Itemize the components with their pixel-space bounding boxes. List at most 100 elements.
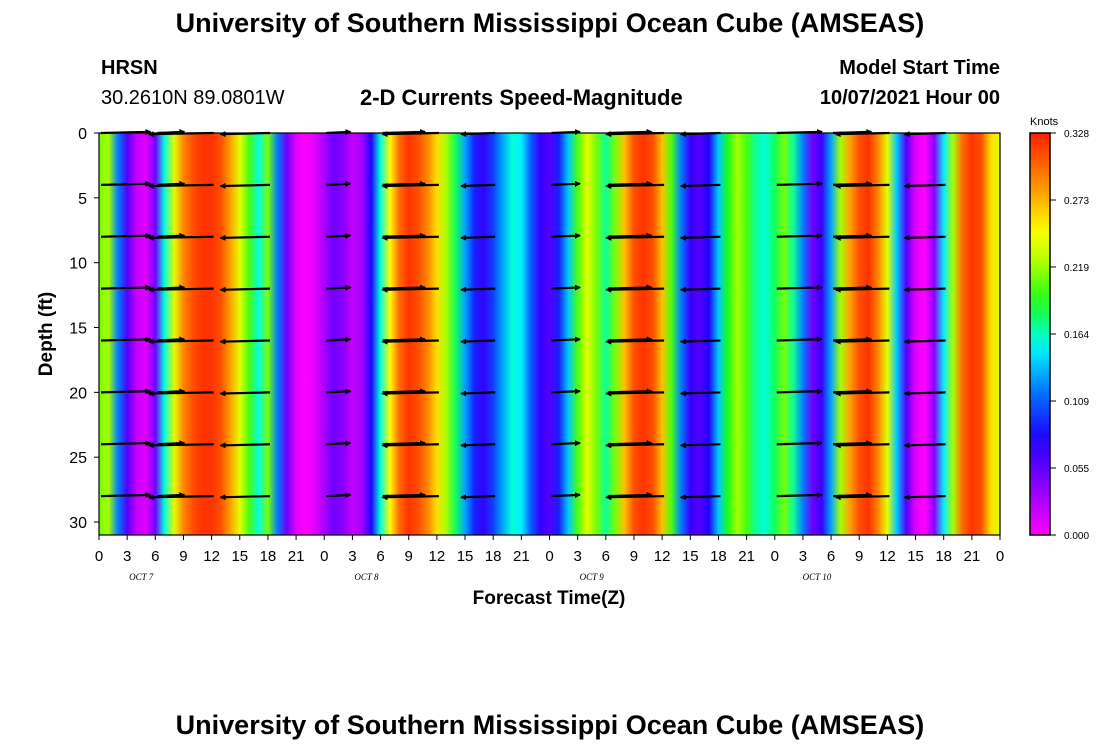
- y-tick-label: 25: [69, 450, 87, 467]
- current-vector: [605, 286, 665, 293]
- y-tick-label: 10: [69, 256, 87, 273]
- current-vector: [834, 338, 890, 345]
- current-vector: [382, 492, 427, 499]
- current-vector: [776, 440, 823, 447]
- plot-title: 2-D Currents Speed-Magnitude: [360, 85, 683, 110]
- current-vector: [100, 232, 152, 239]
- current-vector: [147, 338, 214, 345]
- day-label: OCT 10: [803, 572, 832, 582]
- x-tick-label: 9: [405, 548, 413, 565]
- current-vector: [219, 182, 270, 189]
- current-vector: [382, 180, 427, 187]
- current-vector: [326, 180, 352, 187]
- colorbar-unit: Knots: [1030, 116, 1059, 128]
- current-vector: [460, 442, 496, 449]
- current-vector: [834, 442, 890, 449]
- day-label: OCT 7: [129, 572, 154, 582]
- current-vector: [679, 494, 721, 501]
- current-vector: [551, 232, 581, 239]
- x-tick-label: 6: [827, 548, 835, 565]
- y-axis: 0 5 10 15 20 25 30: [69, 126, 99, 532]
- x-tick-label: 0: [771, 548, 779, 565]
- current-vector: [903, 286, 946, 293]
- x-tick-label: 12: [879, 548, 896, 565]
- current-vector: [776, 336, 823, 343]
- current-vector: [157, 492, 186, 499]
- current-vector: [460, 390, 496, 397]
- current-vector: [679, 234, 721, 241]
- current-vector: [903, 494, 946, 501]
- current-vector: [903, 182, 946, 189]
- current-vector: [381, 182, 439, 189]
- colorbar-ticks: 0.000 0.055 0.109 0.164 0.219 0.273 0.328: [1050, 129, 1089, 542]
- current-vector: [381, 338, 439, 345]
- current-vector: [605, 182, 665, 189]
- x-tick-label: 6: [376, 548, 384, 565]
- current-vector: [381, 390, 439, 397]
- current-vector: [326, 232, 352, 239]
- x-tick-label: 12: [654, 548, 671, 565]
- current-vector: [100, 440, 152, 447]
- y-tick-label: 20: [69, 385, 87, 402]
- current-vector: [219, 234, 270, 241]
- current-vector: [147, 182, 214, 189]
- current-vector: [381, 442, 439, 449]
- x-tick-label: 21: [288, 548, 305, 565]
- current-vector: [605, 234, 665, 241]
- current-vector: [776, 388, 823, 395]
- current-vector: [903, 390, 946, 397]
- current-vector: [382, 388, 427, 395]
- current-vector: [219, 442, 270, 449]
- current-vector: [147, 390, 214, 397]
- x-tick-label: 9: [179, 548, 187, 565]
- x-axis: 0 3 6 9 12 15 18 21 0 3 6 9 12 15 18 21 0 3 6 9 12 15 18 21 0 3 6 9…: [95, 535, 1004, 582]
- current-vector: [551, 440, 581, 447]
- x-tick-label: 12: [203, 548, 220, 565]
- current-vector: [157, 388, 186, 395]
- current-vector: [381, 286, 439, 293]
- current-vector: [903, 234, 946, 241]
- current-vector: [679, 338, 721, 345]
- current-vector: [382, 440, 427, 447]
- x-tick-label: 6: [151, 548, 159, 565]
- current-vector: [157, 336, 186, 343]
- top-title: University of Southern Mississippi Ocean…: [175, 8, 925, 38]
- x-tick-label: 15: [907, 548, 924, 565]
- current-vector: [147, 286, 214, 293]
- current-vector: [326, 336, 352, 343]
- current-vector: [834, 494, 890, 501]
- current-vector: [147, 234, 214, 241]
- model-start-label: Model Start Time: [839, 57, 1000, 79]
- x-tick-label: 15: [682, 548, 699, 565]
- y-tick-label: 30: [69, 515, 87, 532]
- current-vector: [679, 182, 721, 189]
- colorbar: [1030, 133, 1050, 535]
- current-vector: [605, 338, 665, 345]
- x-tick-label: 21: [513, 548, 530, 565]
- speed-heatmap: [99, 133, 1000, 535]
- x-tick-label: 0: [996, 548, 1004, 565]
- station-name: HRSN: [101, 57, 158, 79]
- current-vector: [607, 180, 653, 187]
- y-axis-label: Depth (ft): [36, 292, 57, 376]
- x-tick-label: 21: [964, 548, 981, 565]
- current-vector: [903, 442, 946, 449]
- current-vector: [100, 180, 152, 187]
- x-tick-label: 0: [320, 548, 328, 565]
- current-vector: [551, 336, 581, 343]
- current-vector: [776, 180, 823, 187]
- current-vector: [157, 284, 186, 291]
- current-vector: [382, 336, 427, 343]
- current-vector: [607, 284, 653, 291]
- current-vector: [147, 442, 214, 449]
- current-vector: [605, 442, 665, 449]
- current-vector: [551, 180, 581, 187]
- current-vector: [834, 234, 890, 241]
- x-tick-label: 9: [630, 548, 638, 565]
- day-label: OCT 8: [354, 572, 379, 582]
- x-tick-label: 15: [457, 548, 474, 565]
- current-vector: [679, 442, 721, 449]
- current-vector: [776, 492, 823, 499]
- x-tick-label: 0: [545, 548, 553, 565]
- colorbar-tick-label: 0.055: [1064, 464, 1089, 475]
